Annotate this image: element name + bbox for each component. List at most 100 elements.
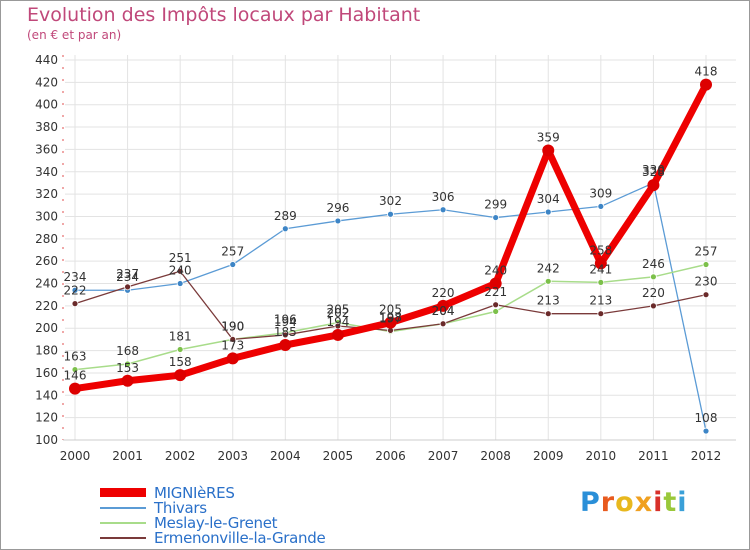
data-label-thivars: 257 bbox=[221, 245, 244, 259]
data-point-ermenonville-la-grande bbox=[71, 300, 79, 308]
logo-letter: t bbox=[663, 487, 678, 518]
data-point-migni-res bbox=[331, 328, 344, 341]
data-label-migni-res: 173 bbox=[221, 338, 244, 352]
data-label-thivars: 240 bbox=[169, 264, 192, 278]
data-point-ermenonville-la-grande bbox=[176, 267, 184, 275]
legend: MIGNIèRES Thivars Meslay-le-Grenet Ermen… bbox=[100, 483, 326, 547]
data-label-ermenonville-la-grande: 230 bbox=[695, 275, 718, 289]
data-point-thivars bbox=[597, 203, 605, 210]
data-label-meslay-le-grenet: 204 bbox=[432, 304, 455, 318]
data-label-migni-res: 328 bbox=[642, 165, 665, 179]
logo-letter: x bbox=[634, 487, 654, 518]
data-label-meslay-le-grenet: 242 bbox=[537, 261, 560, 275]
data-label-thivars: 304 bbox=[537, 192, 560, 206]
data-point-ermenonville-la-grande bbox=[597, 310, 605, 318]
data-point-migni-res bbox=[489, 277, 502, 290]
data-point-migni-res bbox=[69, 382, 81, 395]
data-label-migni-res: 240 bbox=[484, 264, 507, 278]
legend-item-ermenonville: Ermenonville-la-Grande bbox=[100, 528, 326, 547]
data-point-migni-res bbox=[700, 78, 712, 91]
data-point-thivars bbox=[334, 217, 342, 225]
data-label-ermenonville-la-grande: 204 bbox=[432, 304, 455, 318]
legend-label-mignieres: MIGNIèRES bbox=[154, 483, 235, 502]
logo-letter: i bbox=[677, 487, 688, 518]
data-label-migni-res: 146 bbox=[64, 369, 87, 383]
data-point-thivars bbox=[544, 208, 552, 216]
x-tick-label: 2006 bbox=[375, 449, 406, 463]
data-label-meslay-le-grenet: 257 bbox=[695, 245, 718, 259]
data-label-migni-res: 205 bbox=[379, 303, 402, 317]
data-point-meslay-le-grenet bbox=[492, 308, 500, 315]
data-point-thivars bbox=[71, 286, 79, 294]
legend-swatch-meslay bbox=[100, 521, 146, 524]
y-tick-label: 240 bbox=[35, 277, 58, 291]
data-label-thivars: 302 bbox=[379, 194, 402, 208]
data-labels: 234 234 240 257 289 296 302 306 299 304 309 330 108 1… bbox=[64, 65, 718, 425]
data-point-thivars bbox=[439, 206, 447, 214]
data-point-thivars bbox=[702, 427, 710, 435]
legend-label-ermenonville: Ermenonville-la-Grande bbox=[154, 528, 326, 547]
y-tick-label: 100 bbox=[35, 433, 58, 447]
data-label-meslay-le-grenet: 241 bbox=[589, 262, 612, 276]
data-label-migni-res: 153 bbox=[116, 361, 139, 375]
data-label-thivars: 309 bbox=[589, 186, 612, 200]
data-point-migni-res bbox=[437, 299, 450, 312]
data-point-thivars bbox=[281, 225, 289, 233]
data-label-thivars: 234 bbox=[116, 270, 139, 284]
y-tick-label: 420 bbox=[35, 75, 58, 89]
data-point-meslay-le-grenet bbox=[71, 366, 79, 373]
data-point-meslay-le-grenet bbox=[702, 261, 710, 268]
legend-label-meslay: Meslay-le-Grenet bbox=[154, 513, 278, 532]
data-label-thivars: 330 bbox=[642, 163, 665, 177]
data-label-ermenonville-la-grande: 213 bbox=[589, 294, 612, 308]
data-label-ermenonville-la-grande: 221 bbox=[484, 285, 507, 299]
data-point-migni-res bbox=[542, 144, 555, 157]
y-tick-label: 200 bbox=[35, 321, 58, 335]
y-tick-label: 380 bbox=[35, 120, 58, 134]
x-tick-label: 2001 bbox=[112, 449, 143, 463]
data-label-thivars: 299 bbox=[484, 198, 507, 212]
logo-letter: P bbox=[580, 487, 601, 518]
data-point-meslay-le-grenet bbox=[176, 346, 184, 353]
legend-swatch-thivars bbox=[100, 506, 146, 509]
data-point-thivars bbox=[492, 214, 500, 221]
y-tick-label: 360 bbox=[35, 142, 58, 156]
y-tick-label: 300 bbox=[35, 209, 58, 223]
x-tick-label: 2011 bbox=[638, 449, 669, 463]
data-point-meslay-le-grenet bbox=[124, 360, 131, 368]
legend-swatch-mignieres bbox=[100, 488, 146, 497]
data-label-meslay-le-grenet: 246 bbox=[642, 257, 665, 271]
data-point-thivars bbox=[176, 280, 184, 287]
chart-subtitle: (en € et par an) bbox=[27, 28, 122, 42]
data-label-migni-res: 185 bbox=[274, 325, 297, 339]
data-label-ermenonville-la-grande: 194 bbox=[274, 315, 297, 329]
data-point-migni-res bbox=[647, 179, 660, 192]
y-tick-label: 220 bbox=[35, 299, 58, 313]
y-tick-label: 180 bbox=[35, 344, 58, 358]
data-point-ermenonville-la-grande bbox=[702, 291, 710, 299]
data-label-ermenonville-la-grande: 202 bbox=[326, 306, 349, 320]
data-label-migni-res: 418 bbox=[695, 65, 718, 79]
data-label-migni-res: 359 bbox=[537, 131, 560, 145]
data-label-thivars: 296 bbox=[326, 201, 349, 215]
data-label-ermenonville-la-grande: 222 bbox=[64, 284, 87, 298]
x-tick-label: 2000 bbox=[60, 449, 91, 463]
data-point-ermenonville-la-grande bbox=[229, 336, 237, 343]
legend-item-mignieres: MIGNIèRES bbox=[100, 483, 325, 502]
x-tick-label: 2009 bbox=[533, 449, 564, 463]
data-point-migni-res bbox=[279, 339, 292, 351]
data-label-ermenonville-la-grande: 190 bbox=[221, 319, 244, 333]
x-tick-label: 2008 bbox=[480, 449, 511, 463]
data-label-migni-res: 158 bbox=[169, 355, 192, 369]
x-tick-label: 2003 bbox=[217, 449, 248, 463]
data-point-migni-res bbox=[121, 374, 134, 387]
data-label-meslay-le-grenet: 196 bbox=[274, 313, 297, 327]
proxiti-logo: Proxiti bbox=[580, 487, 688, 518]
data-label-ermenonville-la-grande: 237 bbox=[116, 267, 139, 281]
x-tick-label: 2002 bbox=[165, 449, 196, 463]
data-label-thivars: 234 bbox=[64, 270, 87, 284]
y-tick-label: 440 bbox=[35, 53, 58, 67]
data-label-meslay-le-grenet: 163 bbox=[64, 350, 87, 364]
legend-item-meslay: Meslay-le-Grenet bbox=[100, 513, 325, 532]
data-point-ermenonville-la-grande bbox=[281, 331, 289, 339]
